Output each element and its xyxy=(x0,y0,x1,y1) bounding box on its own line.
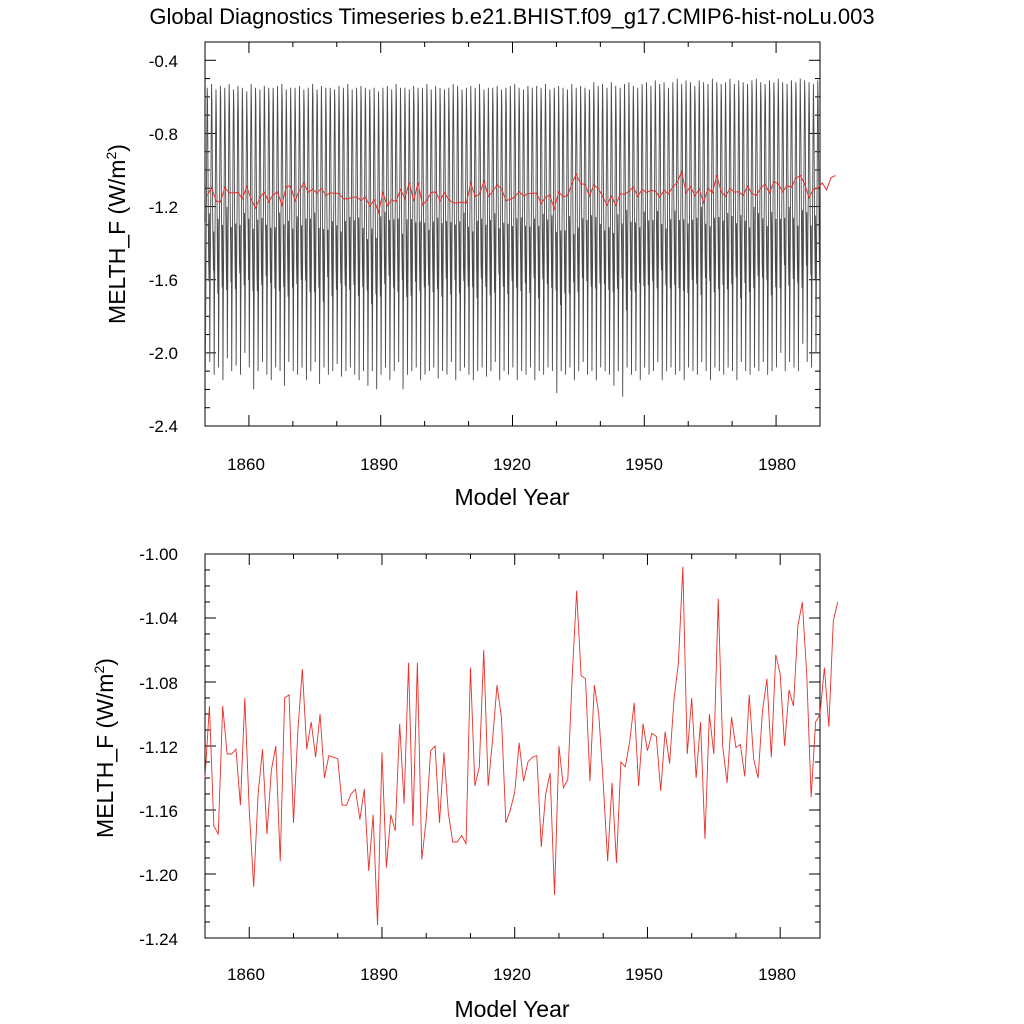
p2-ytick-label-0: -1.24 xyxy=(139,930,178,949)
p1-xtick-label-0: 1860 xyxy=(227,455,265,474)
p1-xtick-label-3: 1950 xyxy=(625,455,663,474)
p2-xtick-label-0: 1860 xyxy=(227,965,265,984)
p1-ytick-label-3: -1.2 xyxy=(149,198,178,217)
p1-y-axis-label: MELTH_F (W/m2) xyxy=(103,144,130,324)
p2-ytick-label-6: -1.00 xyxy=(139,545,178,564)
plot-layer xyxy=(204,41,839,939)
annual-mean-series-line xyxy=(204,566,839,926)
p1-ytick-label-5: -0.4 xyxy=(149,52,178,71)
p2-xtick-label-3: 1950 xyxy=(625,965,663,984)
monthly-series-line xyxy=(204,78,821,397)
annual-panel: -1.24 -1.20 -1.16 -1.12 -1.08 -1.04 -1.0… xyxy=(91,545,796,1022)
p1-ytick-label-4: -0.8 xyxy=(149,125,178,144)
p2-x-axis-label: Model Year xyxy=(454,996,569,1022)
figure-title: Global Diagnostics Timeseries b.e21.BHIS… xyxy=(149,4,874,29)
p1-xtick-label-4: 1980 xyxy=(758,455,796,474)
p1-x-axis-label: Model Year xyxy=(454,484,569,510)
p2-ytick-label-5: -1.04 xyxy=(139,609,178,628)
p2-ytick-label-3: -1.12 xyxy=(139,738,178,757)
p2-xtick-label-2: 1920 xyxy=(493,965,531,984)
p2-axes-frame xyxy=(204,553,821,939)
p2-ytick-label-4: -1.08 xyxy=(139,674,178,693)
p2-ytick-label-1: -1.20 xyxy=(139,866,178,885)
annual-mean-overlay-line xyxy=(206,169,836,215)
monthly-panel: -2.4 -2.0 -1.6 -1.2 -0.8 -0.4 1860 1890 … xyxy=(103,52,796,510)
p2-xtick-label-4: 1980 xyxy=(758,965,796,984)
p1-xtick-label-1: 1890 xyxy=(360,455,398,474)
p1-ytick-label-2: -1.6 xyxy=(149,271,178,290)
p2-ytick-label-2: -1.16 xyxy=(139,802,178,821)
p2-y-axis-label: MELTH_F (W/m2) xyxy=(91,658,118,838)
p1-ytick-label-0: -2.4 xyxy=(149,417,178,436)
p2-xtick-label-1: 1890 xyxy=(360,965,398,984)
p1-xtick-label-2: 1920 xyxy=(493,455,531,474)
p1-ytick-label-1: -2.0 xyxy=(149,344,178,363)
